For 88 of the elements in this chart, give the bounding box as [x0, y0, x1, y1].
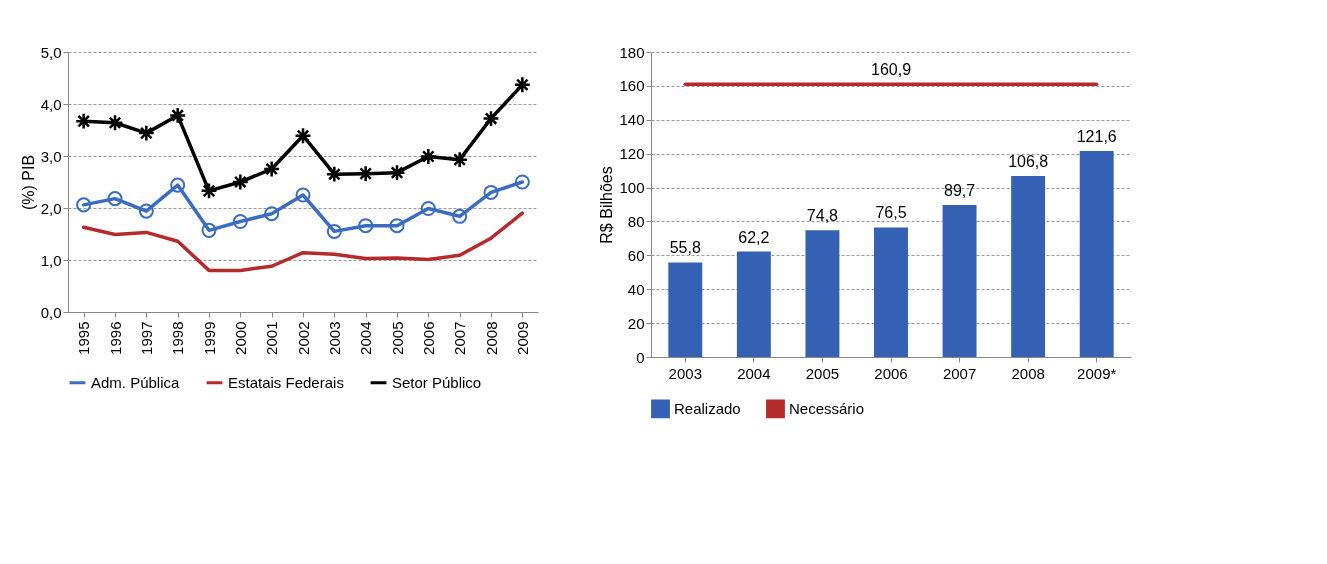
x-tick-label: 2008	[482, 321, 500, 355]
point	[482, 109, 500, 128]
point	[264, 206, 280, 222]
point	[137, 124, 155, 142]
point	[263, 160, 281, 178]
point	[483, 184, 499, 200]
bar	[805, 230, 840, 357]
bar	[1011, 176, 1046, 357]
x-tick-label: 2000	[231, 321, 249, 355]
y-tick-label: 0,0	[40, 303, 62, 321]
data-label: 74,8	[806, 207, 839, 225]
x-tick-label: 1999	[200, 321, 218, 355]
point	[420, 201, 436, 217]
y-tick-label: 100	[619, 179, 645, 197]
point	[389, 218, 405, 234]
x-tick-label: 2002	[294, 321, 312, 355]
legend-label: Adm. Pública	[91, 373, 181, 391]
y-tick-label: 0	[636, 348, 645, 366]
data-label: 62,2	[738, 228, 770, 246]
x-tick-label: 2005	[805, 364, 840, 382]
point	[138, 203, 154, 219]
legend-label: Necessário	[789, 399, 865, 417]
point	[107, 191, 123, 207]
legend-label: Realizado	[674, 399, 741, 417]
x-tick-label: 1998	[169, 321, 187, 355]
point	[419, 147, 437, 166]
y-tick-label: 4,0	[40, 95, 62, 113]
y-tick-label: 1,0	[40, 251, 62, 269]
point	[232, 214, 248, 230]
point	[451, 150, 469, 169]
x-tick-label: 2009*	[1077, 364, 1117, 382]
x-tick-label: 2004	[737, 364, 771, 382]
y-tick-label: 60	[627, 246, 645, 264]
y-tick-label: 80	[627, 212, 645, 230]
data-label: 89,7	[944, 182, 976, 200]
x-tick-label: 2008	[1011, 364, 1045, 382]
x-tick-label: 2001	[263, 321, 281, 355]
x-tick-label: 2006	[874, 364, 908, 382]
line-series	[81, 211, 525, 273]
y-tick-label: 140	[619, 111, 645, 129]
legend-label: Estatais Federais	[228, 373, 344, 391]
point	[388, 163, 406, 182]
y-tick-label: 120	[619, 145, 645, 163]
y-tick-label: 2,0	[40, 199, 62, 217]
point	[169, 106, 187, 125]
x-tick-label: 2003	[325, 321, 343, 355]
data-label: 76,5	[875, 204, 907, 222]
y-tick-label: 20	[627, 314, 645, 332]
y-axis-title: (%) PIB	[19, 154, 37, 211]
point	[201, 222, 217, 238]
x-tick-label: 2007	[942, 364, 977, 382]
y-tick-label: 160	[619, 77, 645, 95]
y-tick-label: 3,0	[40, 147, 62, 165]
point	[452, 208, 468, 224]
x-tick-label: 1996	[106, 321, 124, 355]
x-tick-label: 2009	[513, 321, 531, 355]
x-tick-label: 1997	[137, 321, 155, 355]
bar	[874, 227, 908, 357]
point	[170, 177, 186, 193]
point	[325, 165, 343, 183]
legend-label: Setor Público	[392, 373, 482, 391]
y-tick-label: 180	[619, 43, 645, 61]
point	[76, 197, 92, 213]
x-tick-label: 2005	[388, 321, 406, 355]
bar	[668, 262, 703, 357]
y-axis-title: R$ Bilhões	[598, 166, 616, 244]
bar	[942, 205, 977, 357]
x-tick-label: 2006	[419, 321, 437, 355]
data-label: 160,9	[870, 61, 912, 79]
point	[513, 76, 531, 94]
y-tick-label: 40	[627, 280, 645, 298]
x-tick-label: 2003	[668, 364, 702, 382]
data-label: 106,8	[1008, 153, 1049, 171]
data-label: 121,6	[1076, 127, 1117, 145]
point	[294, 127, 312, 145]
point	[326, 223, 342, 239]
x-tick-label: 2004	[357, 321, 375, 355]
point	[514, 174, 530, 190]
point	[358, 218, 374, 234]
x-tick-label: 1995	[75, 321, 93, 355]
bar	[1079, 150, 1114, 357]
point	[231, 173, 249, 191]
point	[200, 182, 218, 200]
point	[295, 187, 311, 203]
y-tick-label: 5,0	[40, 43, 62, 61]
data-label: 55,8	[669, 239, 701, 257]
bar	[736, 251, 771, 357]
x-tick-label: 2007	[451, 321, 469, 355]
